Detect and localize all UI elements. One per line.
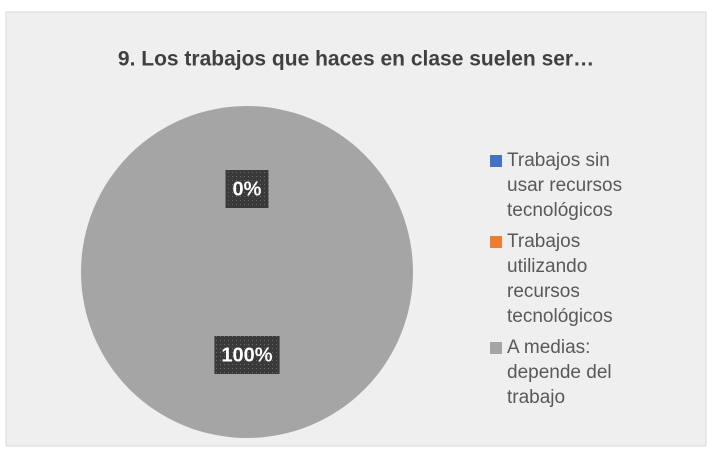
legend-label: A medias: depende del trabajo xyxy=(507,337,612,408)
data-label-box xyxy=(225,170,269,208)
legend-swatch xyxy=(490,155,502,167)
data-label-box xyxy=(214,336,280,374)
pie-slice xyxy=(81,106,413,438)
chart-title: 9. Los trabajos que haces en clase suele… xyxy=(118,48,594,71)
legend-label: Trabajos sin usar recursos tecnológicos xyxy=(507,150,622,221)
data-label: 100% xyxy=(214,336,280,374)
legend-swatch xyxy=(490,342,502,354)
data-label-text: 100% xyxy=(221,344,272,366)
legend-label: Trabajos utilizando recursos tecnológicos xyxy=(507,231,613,327)
legend-swatch xyxy=(490,236,502,248)
data-label-text: 0% xyxy=(233,178,262,200)
data-label: 0% xyxy=(225,170,269,208)
